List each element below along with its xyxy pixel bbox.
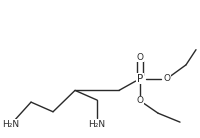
Text: O: O bbox=[164, 74, 171, 83]
Text: H₂N: H₂N bbox=[88, 120, 106, 129]
Text: O: O bbox=[137, 96, 144, 105]
Text: H₂N: H₂N bbox=[2, 120, 20, 129]
Text: O: O bbox=[137, 53, 144, 62]
Text: P: P bbox=[137, 74, 143, 84]
